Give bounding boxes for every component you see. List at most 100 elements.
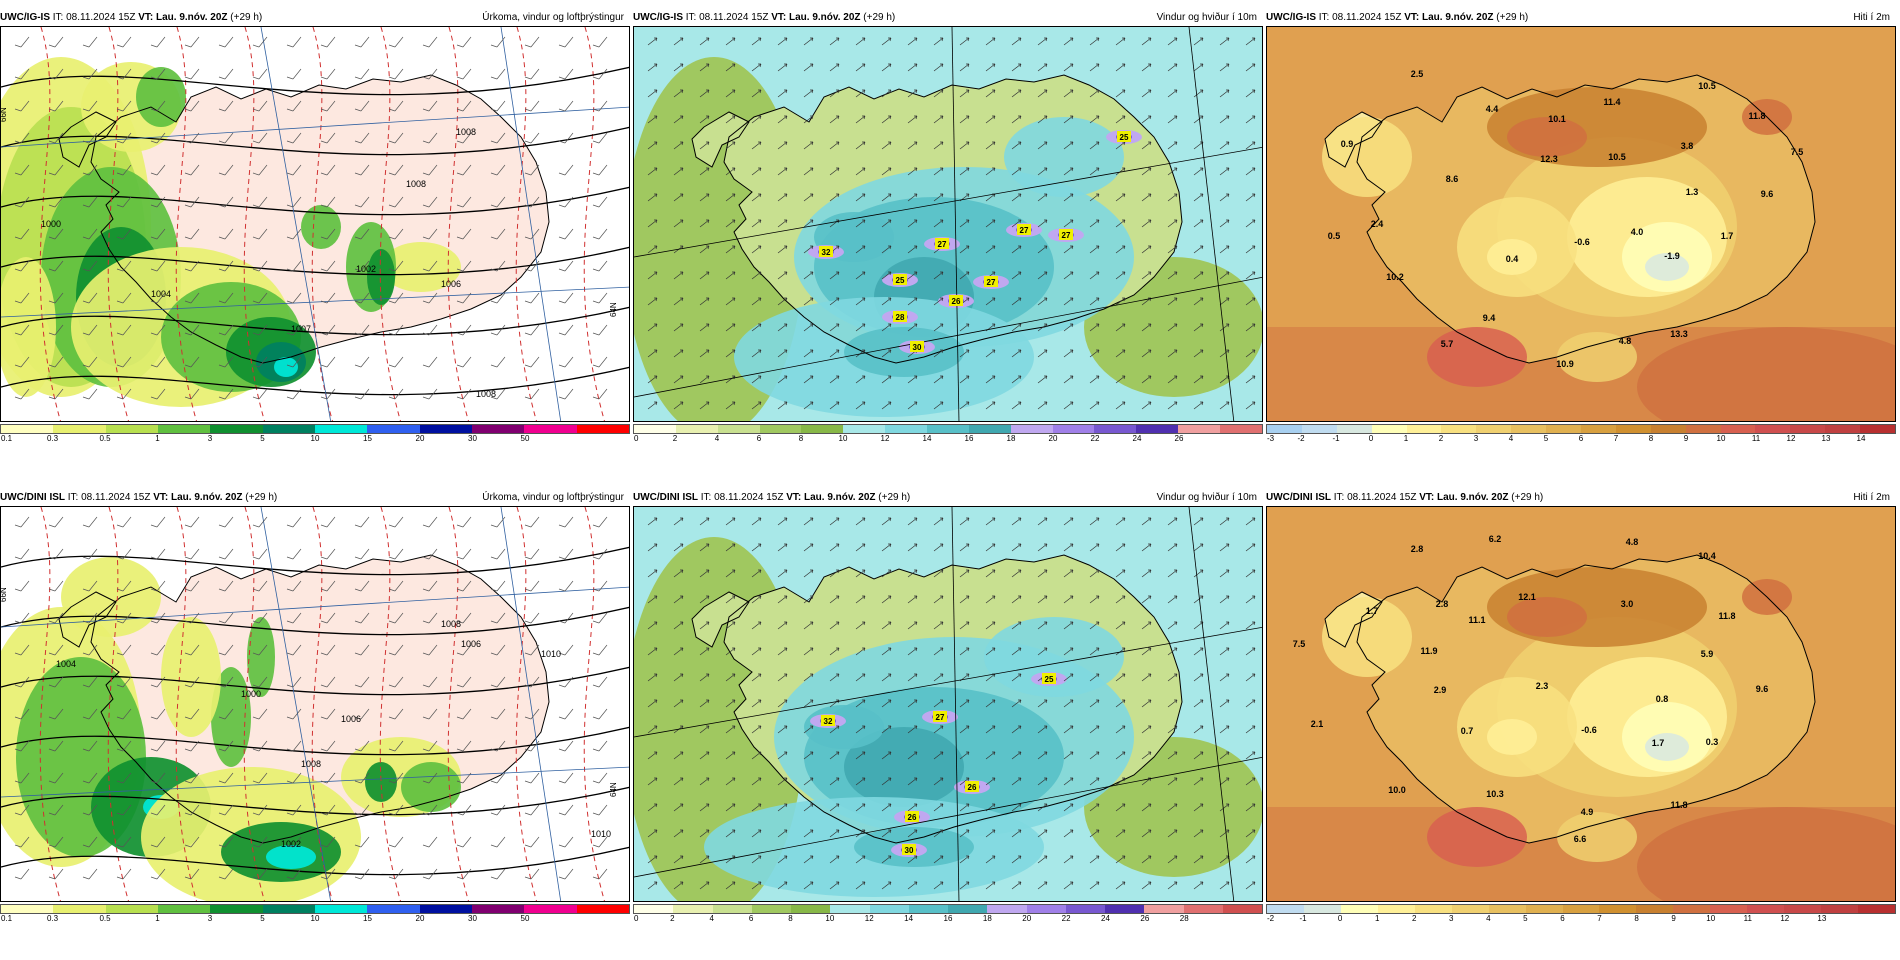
legend-swatch: [830, 905, 870, 913]
legend-swatch: [314, 425, 368, 433]
temperature-value-label: 11.4: [1603, 97, 1620, 107]
color-legend: 0 2 4 6 8 10 12 14 16 18 20 22 24 26: [633, 424, 1263, 443]
legend-swatch: [1010, 425, 1053, 433]
legend-tick-label: -2: [1267, 914, 1275, 923]
legend-tick-label: 7: [1597, 914, 1602, 923]
legend-swatch: [262, 425, 315, 433]
legend-swatch: [524, 425, 577, 433]
legend-swatch: [1267, 905, 1304, 913]
legend-tick-label: 13: [1817, 914, 1827, 923]
legend-tick-label: 22: [1090, 434, 1100, 443]
legend-swatch: [1599, 905, 1637, 913]
panel-header: UWC/IG-IS IT: 08.11.2024 15Z VT: Lau. 9.…: [0, 10, 630, 26]
legend-swatch: [717, 425, 760, 433]
temperature-value-label: 8.6: [1446, 174, 1459, 184]
valid-time: VT: Lau. 9.nóv. 20Z: [1404, 12, 1494, 23]
legend-tick-label: 50: [520, 914, 530, 923]
legend-tick-label: 10: [838, 434, 848, 443]
legend-tick-label: 0: [1368, 434, 1374, 443]
gust-value-label: 25: [1120, 133, 1129, 142]
legend-swatch: [1755, 425, 1791, 433]
legend-tick-label: 14: [1856, 434, 1866, 443]
legend-swatch: [471, 425, 525, 433]
legend-swatch: [759, 425, 802, 433]
temperature-value-label: -0.6: [1581, 725, 1597, 735]
latitude-label: 66N: [1, 107, 8, 122]
legend-tick-label: 2: [1438, 434, 1444, 443]
legend-tick-label: 3: [1473, 434, 1479, 443]
legend-swatch: [1673, 905, 1711, 913]
temperature-value-label: 0.5: [1328, 231, 1341, 241]
map-area: 25 32 27 27 27 25 27 26 28 30: [633, 26, 1263, 422]
legend-swatch: [1858, 905, 1895, 913]
temperature-value-label: 11.8: [1670, 800, 1687, 810]
legend-swatch: [1720, 425, 1756, 433]
lead-time: (+29 h): [1496, 12, 1529, 23]
legend-tick-label: 9: [1683, 434, 1689, 443]
temperature-value-label: 0.7: [1461, 726, 1474, 736]
temperature-value-label: 2.9: [1434, 685, 1447, 695]
temperature-value-label: 4.4: [1486, 104, 1499, 114]
isobar-label: 1000: [41, 219, 61, 229]
legend-tick-label: 10: [310, 914, 320, 923]
temperature-value-label: 0.8: [1656, 694, 1669, 704]
temperature-value-label: 11.9: [1420, 646, 1437, 656]
model-name: UWC/DINI ISL: [0, 492, 65, 503]
legend-swatch: [1615, 425, 1651, 433]
legend-swatch: [1710, 905, 1748, 913]
legend-swatch: [576, 425, 629, 433]
init-time: IT: 08.11.2024 15Z: [1333, 492, 1417, 503]
temperature-value-label: 10.9: [1556, 359, 1574, 369]
init-time: IT: 08.11.2024 15Z: [1318, 12, 1402, 23]
legend-swatch: [1094, 425, 1137, 433]
gust-value-label: 30: [913, 343, 922, 352]
panel-title: Hiti í 2m: [1853, 12, 1890, 23]
legend-swatch: [1650, 425, 1686, 433]
legend-color-bar: [0, 904, 630, 914]
legend-color-bar: [1266, 904, 1896, 914]
isobar-label: 1008: [456, 127, 476, 137]
legend-tick-label: 20: [1022, 914, 1032, 923]
temperature-value-label: 0.3: [1706, 737, 1719, 747]
legend-swatch: [908, 905, 948, 913]
legend-swatch: [1825, 425, 1861, 433]
legend-tick-label: 11: [1743, 914, 1752, 923]
isobar-label: 1008: [406, 179, 426, 189]
legend-tick-label: 13: [1821, 434, 1831, 443]
legend-swatch: [1488, 905, 1526, 913]
legend-swatch: [1136, 425, 1179, 433]
legend-tick-label: 12: [864, 914, 874, 923]
temperature-value-label: 10.0: [1388, 785, 1406, 795]
gust-value-label: 27: [1062, 231, 1071, 240]
isobar-label: 1007: [291, 324, 311, 334]
panel-header: UWC/IG-IS IT: 08.11.2024 15Z VT: Lau. 9.…: [1266, 10, 1896, 26]
init-time: IT: 08.11.2024 15Z: [700, 492, 784, 503]
temperature-value-label: 2.8: [1436, 599, 1449, 609]
legend-tick-label: 1: [155, 434, 160, 443]
legend-tick-label: 5: [1523, 914, 1528, 923]
legend-tick-label: 6: [748, 914, 754, 923]
temperature-value-label: 10.5: [1698, 81, 1716, 91]
panel-title: Úrkoma, vindur og loftþrýstingur: [482, 492, 624, 503]
legend-swatch: [927, 425, 969, 433]
legend-tick-label: 10: [310, 434, 320, 443]
panel-title: Hiti í 2m: [1853, 492, 1890, 503]
legend-tick-label: 2: [672, 434, 678, 443]
legend-tick-label: 30: [468, 914, 477, 923]
legend-tick-label: 0: [1337, 914, 1343, 923]
isobar-label: 1010: [541, 649, 561, 659]
legend-swatch: [675, 425, 718, 433]
legend-swatch: [1105, 905, 1145, 913]
legend-tick-label: 18: [982, 914, 992, 923]
legend-tick-label: -1: [1332, 434, 1340, 443]
legend-tick-label: 9: [1671, 914, 1676, 923]
legend-tick-label: 2: [670, 914, 675, 923]
legend-tick-label: 16: [964, 434, 974, 443]
gust-value-label: 27: [987, 278, 996, 287]
isobar-label: 1004: [151, 289, 171, 299]
temperature-value-label: 1.7: [1721, 231, 1734, 241]
legend-swatch: [1525, 905, 1563, 913]
temperature-value-label: 6.6: [1574, 834, 1587, 844]
legend-swatch: [1, 905, 54, 913]
map-canvas: 25 32 27 26 26 30: [634, 507, 1262, 901]
